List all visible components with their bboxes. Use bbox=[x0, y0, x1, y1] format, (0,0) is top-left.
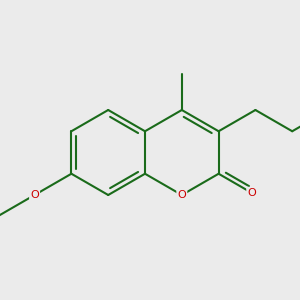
Text: O: O bbox=[248, 188, 256, 198]
Text: O: O bbox=[30, 190, 39, 200]
Text: O: O bbox=[177, 190, 186, 200]
